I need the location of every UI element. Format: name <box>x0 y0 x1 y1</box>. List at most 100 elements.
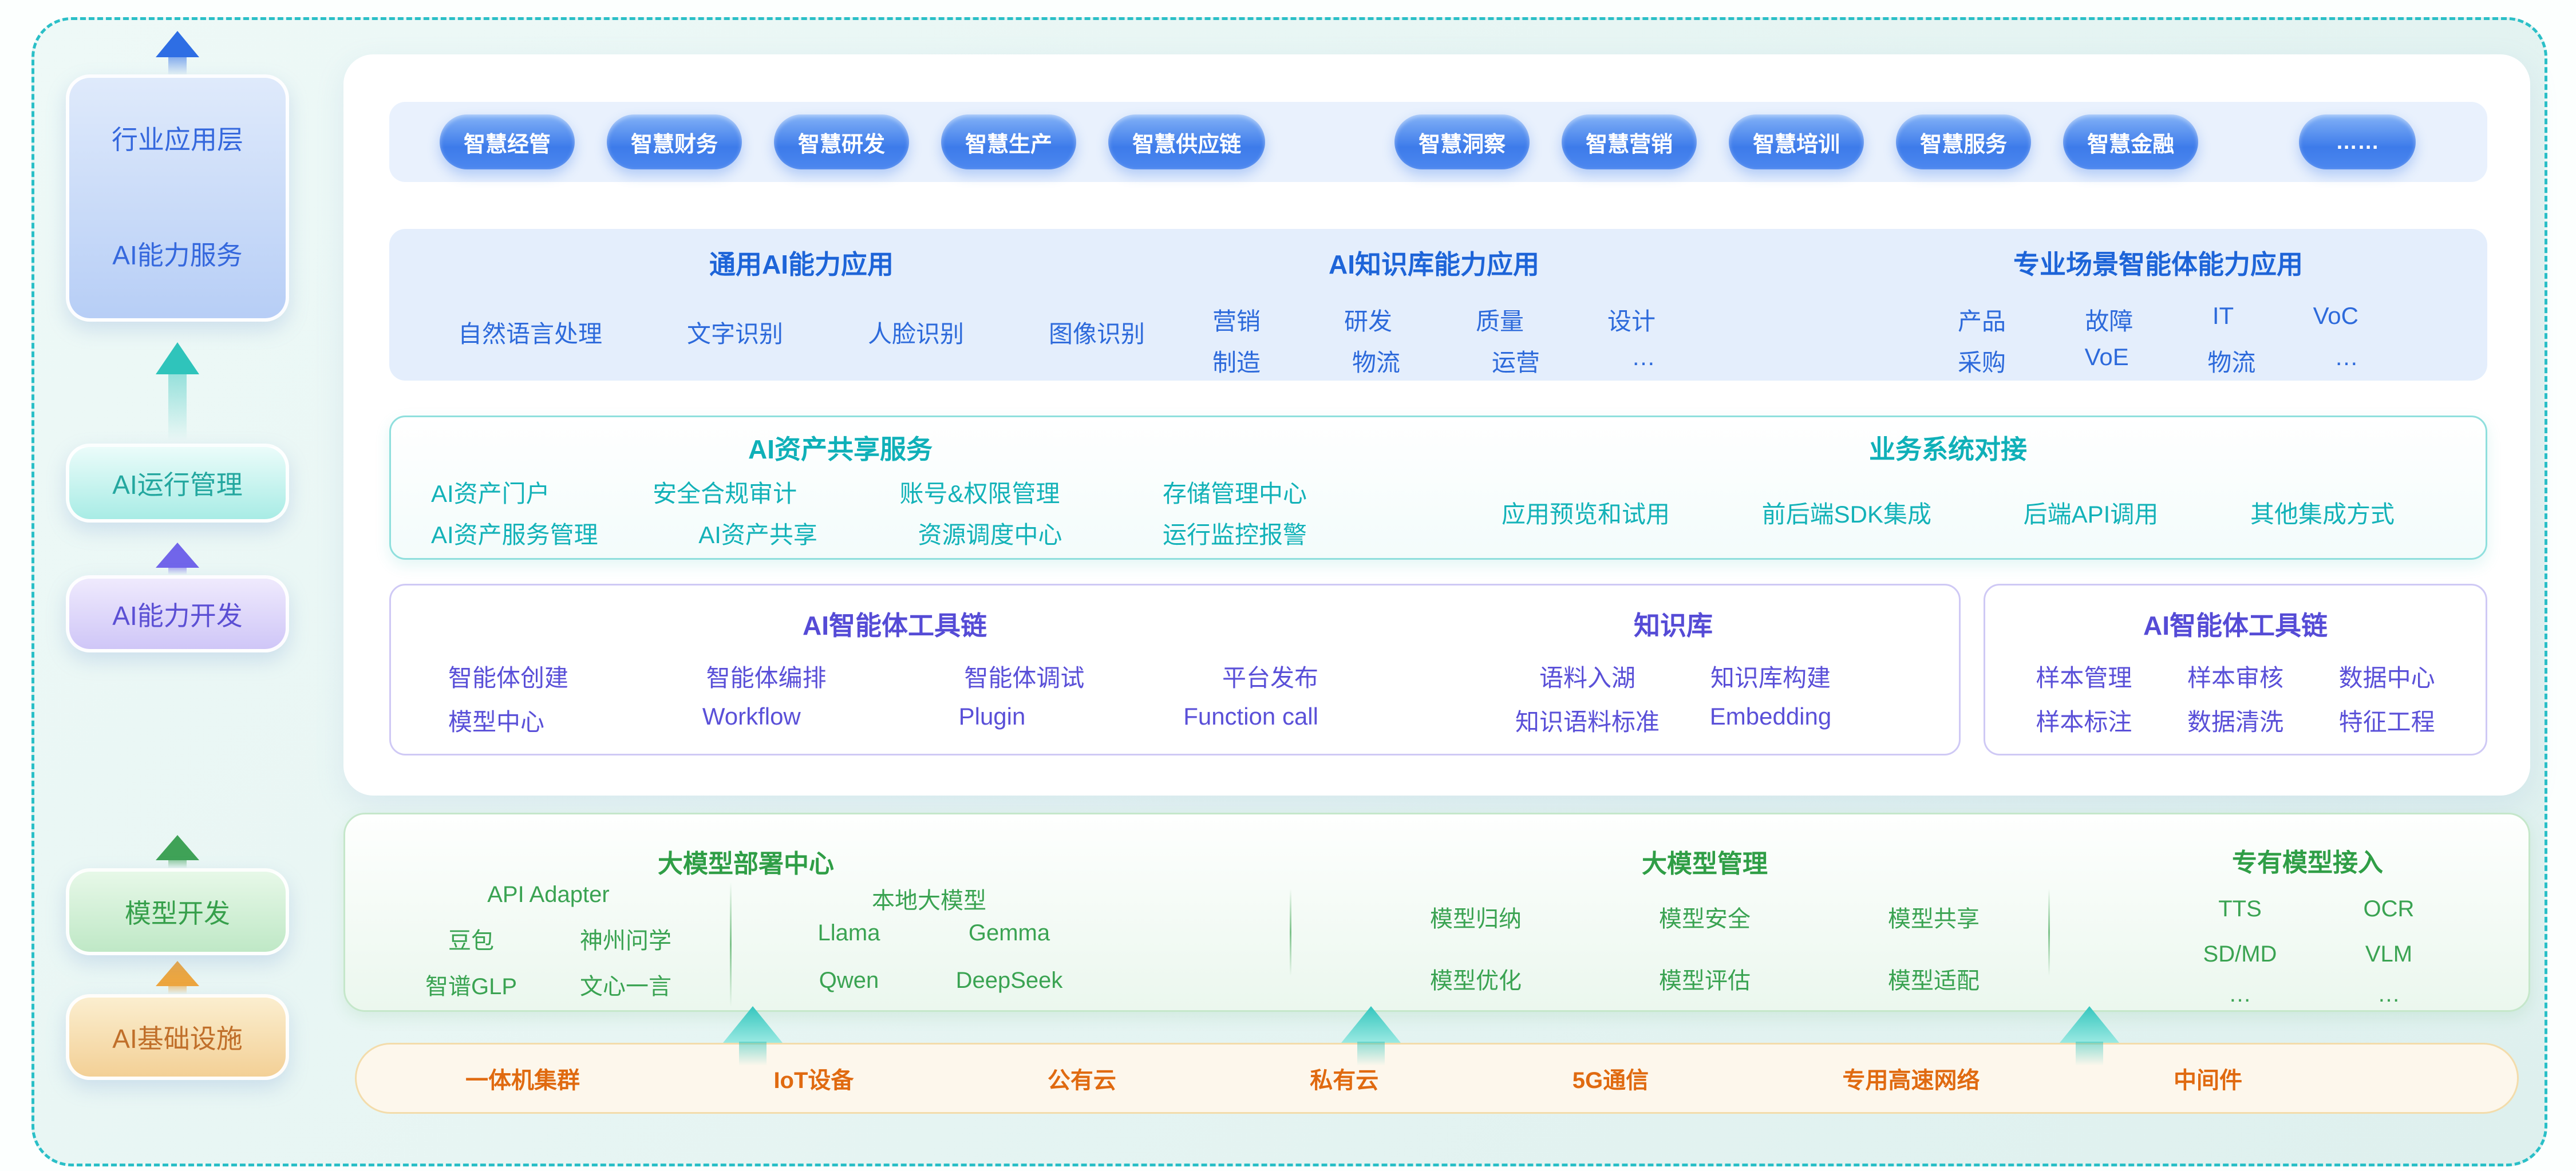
proprietary-models-row: SD/MD VLM <box>2166 941 2463 967</box>
arrow-tail <box>1357 1042 1385 1066</box>
model-item: Gemma <box>968 920 1050 945</box>
subheader-api-adapter: API Adapter <box>487 882 610 907</box>
model-item: 智谱GLP <box>425 974 517 999</box>
toolchain-item: 数据清洗 <box>2187 709 2284 735</box>
scenario-agents-row: 采购 VoE 物流… <box>1958 343 2358 378</box>
section-title-system-integration: 业务系统对接 <box>1869 434 2027 464</box>
infrastructure-item: 私有云 <box>1310 1068 1379 1093</box>
capability-item: 故障 <box>2085 308 2134 335</box>
arrow-tail <box>168 57 187 76</box>
section-title-model-management: 大模型管理 <box>1642 850 1768 878</box>
asset-item: AI资产共享 <box>698 521 817 548</box>
asset-item: 安全合规审计 <box>653 480 797 507</box>
arrow-tail <box>168 986 187 994</box>
capability-item: 人脸识别 <box>867 321 964 347</box>
system-integration-row: 应用预览和试用 前后端SDK集成 后端API调用 其他集成方式 <box>1502 495 2395 530</box>
capability-item: 制造 <box>1212 349 1261 376</box>
sidebar-label-industry-application: 行业应用层 <box>112 125 243 155</box>
capability-item: IT <box>2212 302 2234 329</box>
vertical-divider <box>2048 889 2050 976</box>
data-toolchain-row: 样本管理 样本审核 数据中心 <box>2008 659 2463 694</box>
arrow-up-orange-icon <box>156 961 199 994</box>
capability-item: 物流 <box>1352 349 1401 376</box>
capability-item: 图像识别 <box>1048 321 1145 347</box>
subheader-local-models: 本地大模型 <box>872 888 986 913</box>
proprietary-models-row: TTS OCR <box>2166 896 2463 922</box>
capability-item: 研发 <box>1344 308 1392 335</box>
section-title-data-toolchain: AI智能体工具链 <box>2143 611 2328 640</box>
knowledge-base-row: 知识语料标准 Embedding <box>1496 703 1862 738</box>
industry-app-pill: 智慧经管 <box>440 114 575 169</box>
asset-item: 应用预览和试用 <box>1502 501 1670 528</box>
model-item: 豆包 <box>448 928 494 954</box>
knowledge-apps-row: 制造 物流 运营… <box>1212 343 1656 378</box>
section-title-general-ai: 通用AI能力应用 <box>709 250 894 279</box>
toolchain-item: 平台发布 <box>1222 664 1318 691</box>
sidebar-label-ai-capability-service: AI能力服务 <box>112 240 243 270</box>
general-ai-items: 自然语言处理 文字识别 人脸识别 图像识别 <box>458 315 1145 350</box>
arrow-head <box>156 31 199 57</box>
sidebar-layer-application: 行业应用层 AI能力服务 <box>66 74 289 322</box>
section-title-scenario-agents: 专业场景智能体能力应用 <box>2013 250 2303 279</box>
asset-item: 运行监控报警 <box>1162 521 1307 548</box>
arrow-tail <box>168 860 187 868</box>
model-item: SD/MD <box>2203 941 2277 967</box>
api-adapter-row: 豆包 神州问学 <box>394 922 703 955</box>
model-item: VLM <box>2365 941 2413 967</box>
asset-item: 账号&权限管理 <box>899 480 1060 507</box>
arrow-up-green-icon <box>156 835 199 868</box>
model-item: 神州问学 <box>580 928 671 954</box>
asset-item: 存储管理中心 <box>1162 480 1307 507</box>
asset-sharing-row: AI资产门户 安全合规审计 账号&权限管理 存储管理中心 <box>431 474 1307 509</box>
infrastructure-item: 中间件 <box>2173 1068 2242 1093</box>
sidebar-layer-model-development: 模型开发 <box>66 868 289 955</box>
proprietary-models-row: …… <box>2166 982 2463 1007</box>
toolchain-item: 模型中心 <box>448 709 545 735</box>
arrow-head <box>156 543 199 568</box>
toolchain-item: Function call <box>1183 703 1318 730</box>
capability-item: 设计 <box>1607 308 1656 335</box>
local-models-row: Llama Gemma <box>769 920 1089 946</box>
capability-item: 自然语言处理 <box>458 321 603 347</box>
model-item: DeepSeek <box>955 968 1063 993</box>
toolchain-item: 数据中心 <box>2338 664 2435 691</box>
data-toolchain-row: 样本标注 数据清洗 特征工程 <box>2008 703 2463 738</box>
industry-app-pill: 智慧培训 <box>1729 114 1864 169</box>
infrastructure-item: 公有云 <box>1047 1068 1116 1093</box>
toolchain-item: 智能体调试 <box>964 664 1085 691</box>
asset-sharing-row: AI资产服务管理 AI资产共享 资源调度中心 运行监控报警 <box>431 516 1307 551</box>
model-item: … <box>2229 982 2251 1007</box>
model-management-row: 模型归纳 模型安全 模型共享 <box>1361 900 2048 933</box>
model-management-row: 模型优化 模型评估 模型适配 <box>1361 962 2048 995</box>
toolchain-item: 知识语料标准 <box>1515 709 1660 735</box>
capability-item: … <box>2334 343 2358 370</box>
sidebar-layer-ai-operations: AI运行管理 <box>66 444 289 523</box>
knowledge-base-row: 语料入湖 知识库构建 <box>1496 659 1862 694</box>
section-agent-toolchain: AI智能体工具链 智能体创建 智能体编排 智能体调试 平台发布 模型中心 Workflo… <box>389 584 1961 755</box>
capability-item: VoE <box>2084 343 2129 370</box>
industry-app-pill: 智慧研发 <box>774 114 910 169</box>
vertical-divider <box>730 882 732 1007</box>
capability-item: 文字识别 <box>686 321 783 347</box>
sidebar-label-ai-operations: AI运行管理 <box>112 470 243 500</box>
local-models-row: Qwen DeepSeek <box>769 968 1089 994</box>
arrow-head <box>156 961 199 986</box>
model-item: 模型优化 <box>1430 968 1522 994</box>
industry-app-pill: 智慧生产 <box>941 114 1077 169</box>
capability-item: 营销 <box>1212 308 1261 335</box>
toolchain-item: 特征工程 <box>2338 709 2435 735</box>
agent-toolchain-row: 智能体创建 智能体编排 智能体调试 平台发布 <box>448 659 1318 694</box>
toolchain-item: 智能体创建 <box>448 664 569 691</box>
arrow-head <box>156 835 199 860</box>
sidebar-layer-ai-development: AI能力开发 <box>66 575 289 652</box>
sidebar-label-ai-infrastructure: AI基础设施 <box>112 1024 243 1054</box>
section-title-agent-toolchain: AI智能体工具链 <box>803 611 987 640</box>
arrow-up-teal-icon <box>156 342 199 441</box>
capability-item: 运营 <box>1492 349 1540 376</box>
industry-app-pill: 智慧营销 <box>1562 114 1697 169</box>
industry-app-pill: 智慧供应链 <box>1108 114 1266 169</box>
section-title-asset-sharing: AI资产共享服务 <box>748 434 933 464</box>
industry-app-pill: …… <box>2299 114 2416 169</box>
toolchain-item: 语料入湖 <box>1539 664 1635 691</box>
section-title-proprietary-models: 专有模型接入 <box>2232 849 2383 877</box>
